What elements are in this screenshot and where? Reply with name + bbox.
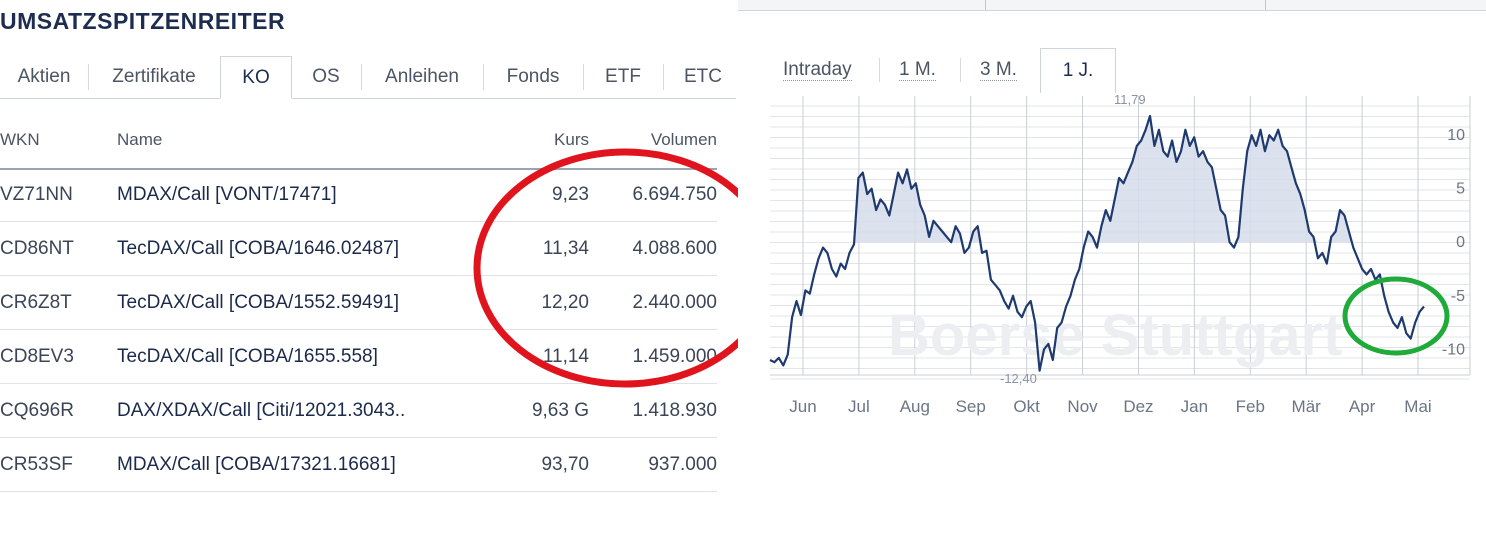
table-row[interactable]: VZ71NN MDAX/Call [VONT/17471] 9,23 6.694… xyxy=(0,168,717,222)
cell-wkn: CD86NT xyxy=(0,238,74,259)
table-row[interactable]: CD86NT TecDAX/Call [COBA/1646.02487] 11,… xyxy=(0,222,717,276)
period-tab-intraday-label: Intraday xyxy=(783,59,852,81)
min-value-label: -12,40 xyxy=(1000,371,1037,386)
table-row[interactable]: CR53SF MDAX/Call [COBA/17321.16681] 93,7… xyxy=(0,438,717,492)
tab-etc[interactable]: ETC xyxy=(663,56,743,97)
category-tabs: Aktien Zertifikate KO OS Anleihen Fonds … xyxy=(0,56,736,99)
cell-kurs: 12,20 xyxy=(541,292,589,313)
period-tab-3m-label: 3 M. xyxy=(980,59,1017,81)
period-tab-1m[interactable]: 1 M. xyxy=(879,48,936,92)
cell-kurs: 9,23 xyxy=(552,184,589,205)
cell-kurs: 11,14 xyxy=(542,346,589,367)
cell-volumen: 1.459.000 xyxy=(632,346,717,367)
umsatzspitzenreiter-panel: UMSATZSPITZENREITER Aktien Zertifikate K… xyxy=(0,0,738,554)
tab-etf[interactable]: ETF xyxy=(583,56,663,97)
period-tab-intraday[interactable]: Intraday xyxy=(783,48,852,92)
column-header-kurs[interactable]: Kurs xyxy=(554,130,589,149)
cell-name-link[interactable]: TecDAX/Call [COBA/1552.59491] xyxy=(117,292,399,313)
cell-name-link[interactable]: DAX/XDAX/Call [Citi/12021.3043.. xyxy=(117,400,406,421)
period-tab-1j[interactable]: 1 J. xyxy=(1040,48,1116,93)
cell-kurs: 93,70 xyxy=(541,454,589,475)
top-tab-divider xyxy=(1265,0,1266,10)
cell-wkn: CD8EV3 xyxy=(0,346,74,367)
column-header-wkn[interactable]: WKN xyxy=(0,130,40,149)
max-value-label: 11,79 xyxy=(1114,92,1146,107)
cell-kurs: 11,34 xyxy=(542,238,589,259)
cell-kurs: 9,63 G xyxy=(531,400,589,421)
cell-name-link[interactable]: TecDAX/Call [COBA/1655.558] xyxy=(117,346,378,367)
top-tab-strip xyxy=(738,0,1486,11)
y-tick-label: 5 xyxy=(1456,181,1465,198)
period-tab-1m-label: 1 M. xyxy=(899,59,936,81)
tab-zertifikate[interactable]: Zertifikate xyxy=(88,56,220,97)
cell-wkn: CR6Z8T xyxy=(0,292,72,313)
price-chart: Boerse Stuttgart 10 5 0 -5 -10 Jun Jul Aug Sep O… xyxy=(769,92,1471,416)
x-tick-label: Okt xyxy=(1013,397,1040,416)
x-tick-label: Aug xyxy=(900,397,930,416)
tab-aktien[interactable]: Aktien xyxy=(17,66,71,87)
x-tick-label: Jul xyxy=(848,397,870,416)
tab-ko[interactable]: KO xyxy=(220,56,292,99)
x-tick-label: Jun xyxy=(789,397,816,416)
chart-line-series xyxy=(769,114,1425,372)
x-tick-label: Dez xyxy=(1123,397,1153,416)
cell-wkn: VZ71NN xyxy=(0,184,73,205)
x-axis-labels: Jun Jul Aug Sep Okt Nov Dez Jan Feb Mär Apr Mai xyxy=(789,397,1431,416)
period-tab-3m[interactable]: 3 M. xyxy=(960,48,1017,92)
green-circle-annotation xyxy=(1342,276,1450,356)
x-tick-label: Feb xyxy=(1236,397,1265,416)
y-tick-label: -5 xyxy=(1451,288,1465,305)
x-tick-label: Mai xyxy=(1404,397,1431,416)
x-tick-label: Apr xyxy=(1349,397,1376,416)
column-header-name[interactable]: Name xyxy=(117,130,163,149)
tab-anleihen[interactable]: Anleihen xyxy=(361,56,483,97)
table-row[interactable]: CQ696R DAX/XDAX/Call [Citi/12021.3043.. … xyxy=(0,384,717,438)
x-tick-label: Sep xyxy=(956,397,986,416)
cell-wkn: CR53SF xyxy=(0,454,73,475)
red-ellipse xyxy=(473,148,738,388)
chart-panel: Intraday 1 M. 3 M. 1 J. Boerse Stuttgart… xyxy=(738,0,1486,554)
red-circle-annotation xyxy=(473,148,738,388)
cell-volumen: 937.000 xyxy=(648,454,717,475)
cell-wkn: CQ696R xyxy=(0,400,74,421)
y-axis-labels: 10 5 0 -5 -10 xyxy=(1442,127,1465,358)
table-row[interactable]: CR6Z8T TecDAX/Call [COBA/1552.59491] 12,… xyxy=(0,276,717,330)
chart-area xyxy=(770,116,1424,243)
x-tick-label: Jan xyxy=(1181,397,1208,416)
cell-name-link[interactable]: MDAX/Call [VONT/17471] xyxy=(117,184,337,205)
column-header-volumen[interactable]: Volumen xyxy=(650,130,717,149)
tab-os[interactable]: OS xyxy=(312,66,340,87)
cell-volumen: 2.440.000 xyxy=(632,292,717,313)
panel-title: UMSATZSPITZENREITER xyxy=(0,8,286,34)
table-row[interactable]: CD8EV3 TecDAX/Call [COBA/1655.558] 11,14… xyxy=(0,330,717,384)
y-tick-label: 10 xyxy=(1447,127,1465,144)
cell-volumen: 4.088.600 xyxy=(632,238,717,259)
chart-watermark: Boerse Stuttgart xyxy=(888,303,1342,368)
table-header: WKN Name Kurs Volumen xyxy=(0,124,717,170)
top-tab-divider xyxy=(985,0,986,10)
cell-name-link[interactable]: MDAX/Call [COBA/17321.16681] xyxy=(117,454,396,475)
y-tick-label: 0 xyxy=(1456,234,1465,251)
cell-volumen: 1.418.930 xyxy=(632,400,717,421)
cell-volumen: 6.694.750 xyxy=(632,184,717,205)
x-tick-label: Nov xyxy=(1067,397,1098,416)
positive-area-fill xyxy=(770,116,1424,243)
price-line xyxy=(769,114,1425,372)
cell-name-link[interactable]: TecDAX/Call [COBA/1646.02487] xyxy=(117,238,399,259)
x-tick-label: Mär xyxy=(1292,397,1322,416)
y-tick-label: -10 xyxy=(1442,341,1465,358)
tab-fonds[interactable]: Fonds xyxy=(483,56,583,97)
